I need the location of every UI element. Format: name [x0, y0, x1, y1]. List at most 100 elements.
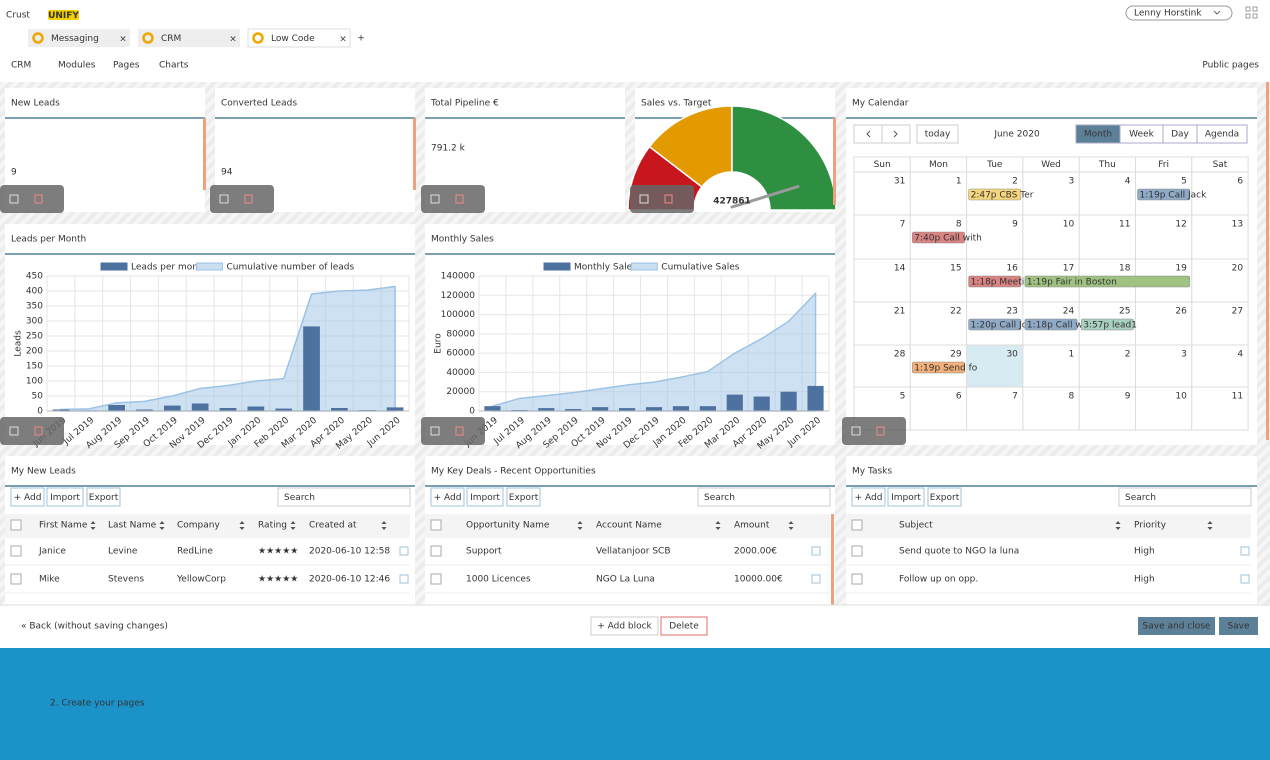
view-label[interactable]: Week	[1129, 130, 1154, 140]
search-box[interactable]	[1118, 487, 1252, 507]
day-cell[interactable]	[853, 171, 911, 216]
checkbox[interactable]	[851, 573, 863, 585]
user-menu[interactable]	[1125, 5, 1233, 21]
apps-icon[interactable]	[1245, 6, 1251, 12]
search-placeholder[interactable]: Search	[704, 493, 735, 503]
event[interactable]	[1137, 188, 1191, 201]
toolbar-label[interactable]: + Add	[14, 493, 42, 503]
day-cell[interactable]	[1022, 386, 1080, 431]
today-button[interactable]	[916, 124, 959, 144]
delete-icon[interactable]	[244, 194, 253, 204]
tab[interactable]	[247, 28, 351, 48]
nav-item[interactable]: Pages	[113, 61, 140, 71]
view-label[interactable]: Day	[1171, 130, 1189, 140]
column-header[interactable]: Rating	[258, 521, 287, 531]
edit-icon[interactable]	[219, 194, 229, 204]
day-cell[interactable]	[1191, 171, 1249, 216]
event[interactable]	[968, 188, 1022, 201]
toolbar-button[interactable]	[86, 487, 121, 507]
prev-button[interactable]	[853, 124, 883, 144]
apps-icon[interactable]	[1252, 6, 1258, 12]
checkbox[interactable]	[430, 573, 442, 585]
event-label[interactable]: 1:19p Send fo	[914, 364, 977, 374]
tab-label[interactable]: Low Code	[271, 34, 315, 44]
view-label[interactable]: Agenda	[1205, 130, 1239, 140]
new-tab[interactable]: +	[357, 34, 365, 44]
tab-close[interactable]: ×	[119, 35, 127, 45]
search-placeholder[interactable]: Search	[1125, 493, 1156, 503]
day-cell[interactable]	[1191, 344, 1249, 388]
view-button[interactable]	[1196, 124, 1248, 144]
day-cell[interactable]	[1078, 214, 1136, 260]
toolbar-button[interactable]	[430, 487, 465, 507]
column-header[interactable]: Opportunity Name	[466, 521, 550, 531]
event-label[interactable]: 3:57p lead1	[1083, 321, 1137, 331]
sort-icon[interactable]	[1115, 521, 1121, 530]
save-close-label[interactable]: Save and close	[1143, 622, 1211, 632]
save-label[interactable]: Save	[1227, 622, 1250, 632]
row-edit[interactable]	[399, 546, 409, 556]
sort-icon[interactable]	[239, 521, 245, 530]
toolbar-label[interactable]: Export	[930, 493, 960, 503]
sort-icon[interactable]	[715, 521, 721, 530]
toolbar-label[interactable]: Export	[509, 493, 539, 503]
toolbar-label[interactable]: Import	[891, 493, 921, 503]
sort-icon[interactable]	[290, 521, 296, 530]
day-cell[interactable]	[853, 344, 911, 388]
checkbox[interactable]	[851, 519, 863, 531]
toolbar-button[interactable]	[506, 487, 541, 507]
column-header[interactable]: Amount	[734, 521, 770, 531]
event-label[interactable]: 1:18p Meeting	[971, 278, 1036, 288]
search-box[interactable]	[277, 487, 411, 507]
tab-label[interactable]: CRM	[161, 34, 181, 44]
day-cell[interactable]	[1191, 301, 1249, 346]
delete-icon[interactable]	[34, 194, 43, 204]
edit-icon[interactable]	[639, 194, 649, 204]
tab[interactable]	[138, 29, 240, 47]
event-label[interactable]: 1:19p Fair in Boston	[1027, 278, 1117, 288]
day-cell[interactable]	[909, 301, 968, 346]
delete-icon[interactable]	[455, 426, 464, 436]
event[interactable]	[912, 231, 965, 244]
checkbox[interactable]	[10, 545, 22, 557]
column-header[interactable]: Account Name	[596, 521, 662, 531]
toolbar-button[interactable]	[10, 487, 45, 507]
edit-icon[interactable]	[851, 426, 861, 436]
toolbar-label[interactable]: Import	[50, 493, 80, 503]
edit-icon[interactable]	[9, 194, 19, 204]
day-cell[interactable]	[1078, 171, 1136, 216]
edit-icon[interactable]	[430, 426, 440, 436]
tab-close[interactable]: ×	[339, 35, 347, 45]
today-label[interactable]: today	[925, 130, 951, 140]
event[interactable]	[1080, 318, 1134, 331]
user-name[interactable]: Lenny Horstink	[1134, 9, 1202, 19]
column-header[interactable]: Company	[177, 521, 220, 531]
day-cell[interactable]	[853, 301, 911, 346]
toolbar-button[interactable]	[46, 487, 84, 507]
nav-item[interactable]: CRM	[11, 61, 31, 71]
cell-link[interactable]: NGO La Luna	[596, 575, 655, 585]
sort-icon[interactable]	[90, 521, 96, 530]
tab-close[interactable]: ×	[229, 35, 237, 45]
column-header[interactable]: Created at	[309, 521, 357, 531]
sort-icon[interactable]	[788, 521, 794, 530]
delete-button[interactable]	[660, 616, 708, 636]
day-cell[interactable]	[1191, 386, 1249, 431]
event[interactable]	[968, 275, 1022, 288]
delete-icon[interactable]	[455, 194, 464, 204]
toolbar-button[interactable]	[851, 487, 886, 507]
column-header[interactable]: Priority	[1134, 521, 1167, 531]
toolbar-label[interactable]: + Add	[855, 493, 883, 503]
save-button[interactable]	[1219, 617, 1258, 635]
day-cell[interactable]	[966, 386, 1024, 431]
event[interactable]	[968, 318, 1022, 331]
event-label[interactable]: 7:40p Call with	[914, 234, 982, 244]
next-button[interactable]	[881, 124, 911, 144]
toolbar-label[interactable]: Export	[89, 493, 119, 503]
toolbar-button[interactable]	[927, 487, 962, 507]
event[interactable]	[1024, 275, 1191, 288]
tab[interactable]	[28, 29, 130, 47]
row-edit[interactable]	[811, 546, 821, 556]
day-cell[interactable]	[1191, 258, 1249, 303]
edit-icon[interactable]	[430, 194, 440, 204]
